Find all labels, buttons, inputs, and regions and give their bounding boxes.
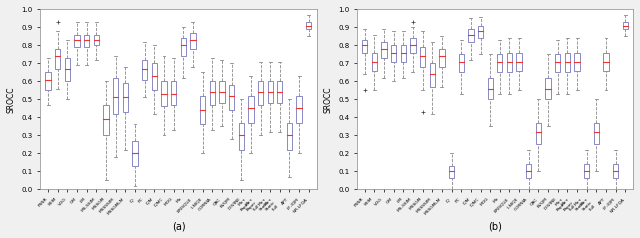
Bar bbox=[306, 22, 312, 29]
Bar bbox=[516, 53, 522, 70]
Y-axis label: SROCC: SROCC bbox=[323, 86, 332, 113]
Bar bbox=[564, 53, 570, 72]
Bar bbox=[248, 96, 253, 123]
Bar bbox=[575, 53, 580, 70]
Bar bbox=[439, 49, 445, 67]
Bar bbox=[296, 96, 302, 123]
Bar bbox=[93, 35, 99, 45]
X-axis label: (b): (b) bbox=[488, 221, 502, 231]
Bar bbox=[132, 141, 138, 166]
Bar bbox=[458, 54, 464, 72]
Bar bbox=[123, 83, 128, 112]
Y-axis label: SROCC: SROCC bbox=[7, 86, 16, 113]
Bar bbox=[45, 72, 51, 90]
Bar bbox=[497, 54, 502, 72]
Bar bbox=[142, 60, 147, 79]
Bar bbox=[229, 85, 234, 110]
Bar bbox=[55, 49, 60, 69]
Bar bbox=[372, 53, 377, 70]
Bar bbox=[381, 42, 387, 58]
Bar bbox=[478, 26, 483, 38]
Bar bbox=[220, 81, 225, 103]
Bar bbox=[74, 35, 80, 47]
Bar bbox=[190, 33, 196, 49]
Bar bbox=[623, 22, 628, 29]
Bar bbox=[258, 81, 263, 105]
Bar bbox=[287, 123, 292, 150]
Bar bbox=[209, 81, 215, 105]
Bar bbox=[429, 63, 435, 87]
Bar bbox=[65, 58, 70, 81]
Bar bbox=[613, 164, 618, 178]
Bar bbox=[113, 78, 118, 114]
Bar bbox=[604, 53, 609, 70]
Bar bbox=[468, 29, 474, 42]
Bar bbox=[488, 78, 493, 99]
Bar bbox=[239, 123, 244, 150]
Bar bbox=[401, 45, 406, 62]
Bar bbox=[277, 81, 282, 103]
Bar bbox=[84, 35, 90, 47]
Bar bbox=[268, 81, 273, 103]
Bar bbox=[555, 54, 561, 72]
Bar bbox=[391, 45, 396, 62]
Bar bbox=[536, 123, 541, 144]
Bar bbox=[526, 164, 531, 178]
X-axis label: (a): (a) bbox=[172, 221, 185, 231]
Bar bbox=[104, 105, 109, 135]
Bar bbox=[584, 164, 589, 178]
Bar bbox=[420, 47, 425, 67]
Bar bbox=[171, 81, 176, 105]
Bar bbox=[152, 63, 157, 90]
Bar bbox=[410, 38, 415, 53]
Bar bbox=[594, 123, 599, 144]
Bar bbox=[180, 38, 186, 56]
Bar bbox=[545, 78, 551, 99]
Bar bbox=[449, 166, 454, 178]
Bar bbox=[161, 81, 166, 106]
Bar bbox=[507, 53, 512, 72]
Bar bbox=[362, 40, 367, 53]
Bar bbox=[200, 96, 205, 124]
